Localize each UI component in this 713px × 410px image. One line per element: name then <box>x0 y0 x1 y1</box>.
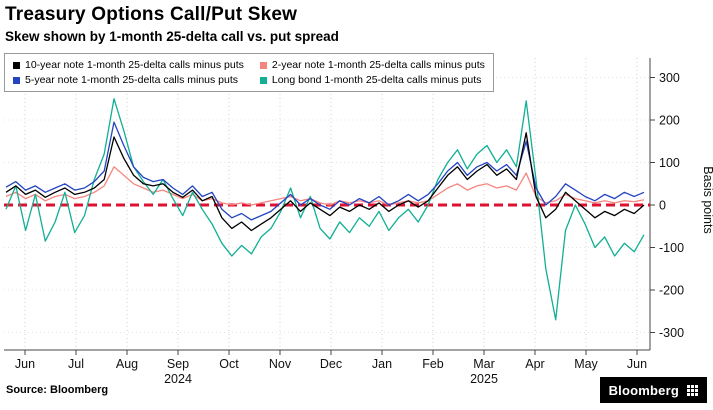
legend: 10-year note 1-month 25-delta calls minu… <box>4 53 494 92</box>
source-note: Source: Bloomberg <box>6 384 109 396</box>
x-tick-label: Mar <box>473 357 495 371</box>
bloomberg-terminal-grid-icon <box>687 384 698 396</box>
x-tick-label: Nov <box>269 357 292 371</box>
y-tick-label: 0 <box>659 199 666 213</box>
legend-swatch-5-year <box>13 76 20 84</box>
y-tick-label: 100 <box>659 156 680 170</box>
y-tick-label: -200 <box>659 284 684 298</box>
legend-label-5-year: 5-year note 1-month 25-delta calls minus… <box>25 74 239 86</box>
series-line-long-bond <box>5 98 645 321</box>
y-tick-label: 300 <box>659 71 680 85</box>
legend-label-long-bond: Long bond 1-month 25-delta calls minus p… <box>271 74 482 86</box>
y-tick-label: -100 <box>659 241 684 255</box>
chart-canvas: 300 200 100 0 -100 -200 -300 Basis points Jun Jul… <box>4 58 713 386</box>
legend-label-10-year: 10-year note 1-month 25-delta calls minu… <box>25 59 244 71</box>
x-tick-label: Jul <box>68 357 84 371</box>
legend-swatch-10-year <box>13 61 20 69</box>
legend-swatch-long-bond <box>259 76 267 84</box>
legend-item-2-year: 2-year note 1-month 25-delta calls minus… <box>259 59 485 71</box>
legend-label-2-year: 2-year note 1-month 25-delta calls minus… <box>271 59 485 71</box>
series-line-5-year-note <box>5 121 645 221</box>
x-tick-label: Apr <box>525 357 544 371</box>
x-tick-label: May <box>574 357 598 371</box>
x-tick-label: Oct <box>219 357 239 371</box>
x-tick-label: Dec <box>320 357 342 371</box>
y-tick-label: 200 <box>659 114 680 128</box>
x-tick-label: Aug <box>116 357 138 371</box>
legend-item-long-bond: Long bond 1-month 25-delta calls minus p… <box>259 74 485 86</box>
x-year-label: 2025 <box>470 372 498 386</box>
legend-item-5-year: 5-year note 1-month 25-delta calls minus… <box>13 74 244 86</box>
y-tick-label: -300 <box>659 326 684 340</box>
x-tick-label: Jun <box>627 357 647 371</box>
x-tick-label: Jan <box>372 357 392 371</box>
legend-item-10-year: 10-year note 1-month 25-delta calls minu… <box>13 59 244 71</box>
page-subtitle: Skew shown by 1-month 25-delta call vs. … <box>5 29 339 44</box>
series-line-10-year-note <box>5 132 645 232</box>
y-axis-title: Basis points <box>701 166 713 233</box>
x-tick-label: Feb <box>422 357 444 371</box>
bloomberg-wordmark: Bloomberg <box>608 382 679 398</box>
legend-swatch-2-year <box>259 61 267 69</box>
x-tick-label: Sep <box>167 357 189 371</box>
x-tick-label: Jun <box>15 357 35 371</box>
series-line-2-year-note <box>5 166 645 206</box>
page-title: Treasury Options Call/Put Skew <box>5 4 298 25</box>
x-year-label: 2024 <box>164 372 192 386</box>
bloomberg-logo: Bloomberg <box>599 377 707 403</box>
